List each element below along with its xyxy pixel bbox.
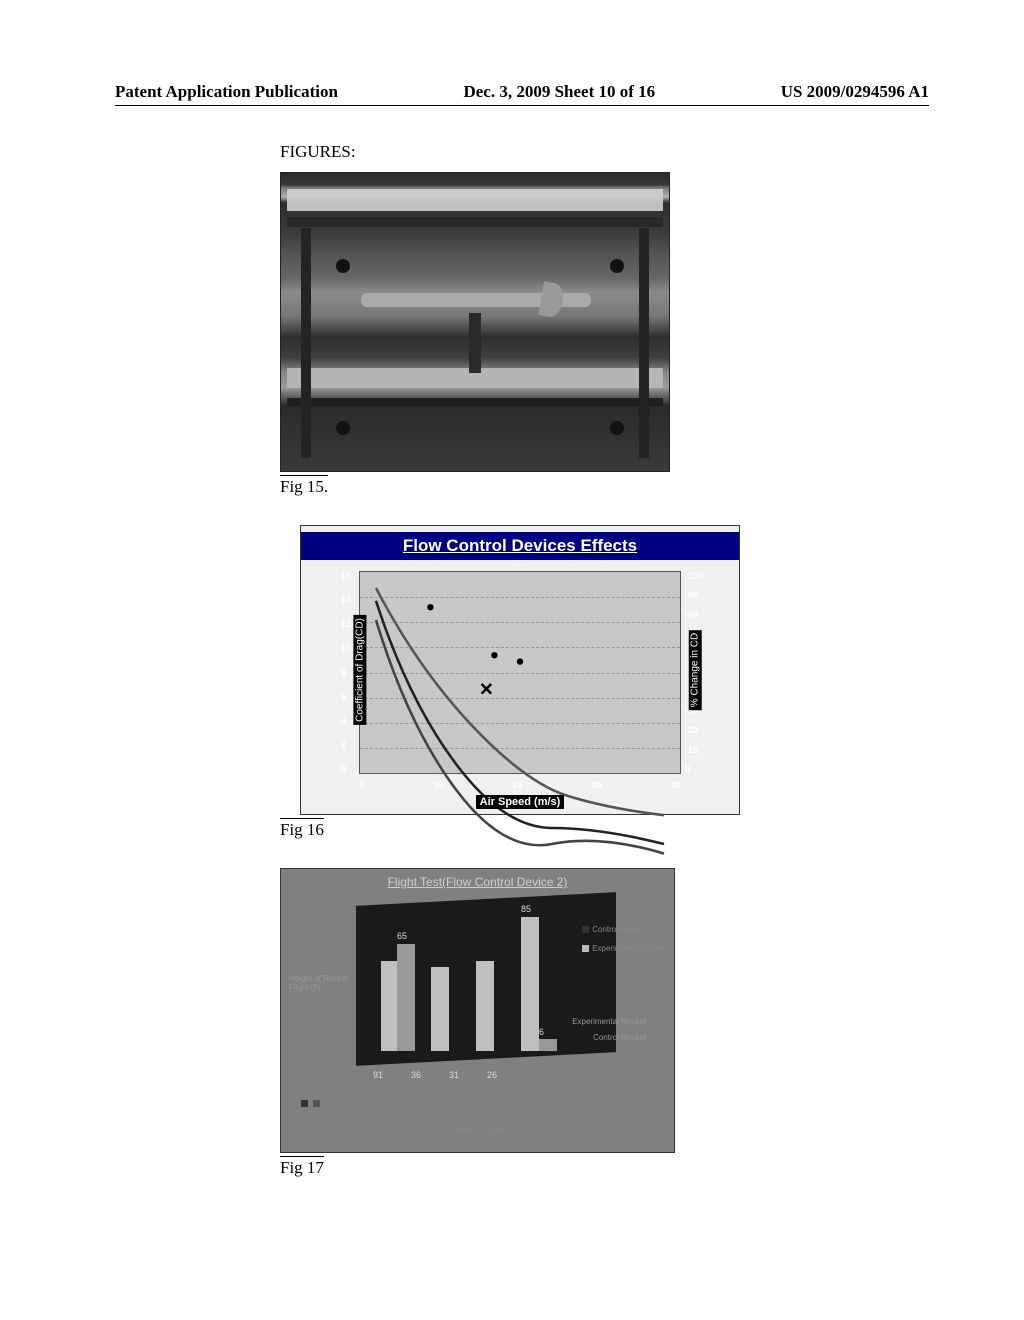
fig17-val-6: 6 — [539, 1027, 544, 1037]
fig17-corner-left — [301, 1099, 323, 1108]
fig16-yticks-left: 0246810121416 — [341, 571, 351, 774]
fig17-caption: Fig 17 — [280, 1156, 324, 1178]
fig15-photo — [280, 172, 670, 472]
header-center: Dec. 3, 2009 Sheet 10 of 16 — [463, 82, 655, 102]
fig17-val-85: 85 — [521, 904, 531, 914]
fig16-caption: Fig 16 — [280, 818, 324, 840]
fig17-legend: Control Rocket Experimental Rocket — [582, 924, 666, 956]
fig17-bar-2a — [431, 967, 449, 1051]
fig17-xlabels: 91 36 31 26 — [373, 1070, 497, 1080]
fig16-plot-area — [359, 571, 681, 774]
fig17-bar-4b — [539, 1039, 557, 1051]
fig17-val-1b: 65 — [397, 931, 407, 941]
fig17-bar-3a — [476, 961, 494, 1051]
fig17-title: Flight Test(Flow Control Device 2) — [388, 875, 568, 889]
fig16-ylabel-right: % Change in CD — [688, 630, 701, 710]
header-rule — [115, 105, 929, 106]
fig16-chart: Flow Control Devices Effects — [300, 525, 740, 815]
header-right: US 2009/0294596 A1 — [781, 82, 929, 102]
fig17-bottom-label: Launch Type — [281, 1124, 674, 1134]
fig16-xticks: 010203040 — [359, 780, 681, 790]
fig17-chart: Flight Test(Flow Control Device 2) Heigh… — [280, 868, 675, 1153]
fig16-title: Flow Control Devices Effects — [301, 532, 739, 560]
figures-heading: FIGURES: — [280, 142, 740, 162]
fig17-series-front: Experimental Rocket — [572, 1017, 646, 1026]
fig16-ylabel-left: Coefficient of Drag(CD) — [353, 615, 366, 725]
fig16-series — [360, 572, 680, 892]
fig15-caption: Fig 15. — [280, 475, 328, 497]
fig17-series-back: Control Rocket — [593, 1033, 646, 1042]
header-left: Patent Application Publication — [115, 82, 338, 102]
fig17-bar-4a — [521, 917, 539, 1051]
fig16-xlabel: Air Speed (m/s) — [301, 796, 739, 808]
fig17-bar-1b — [397, 944, 415, 1051]
fig17-ylabel: Height of RocketFlight (ft) — [289, 974, 348, 992]
